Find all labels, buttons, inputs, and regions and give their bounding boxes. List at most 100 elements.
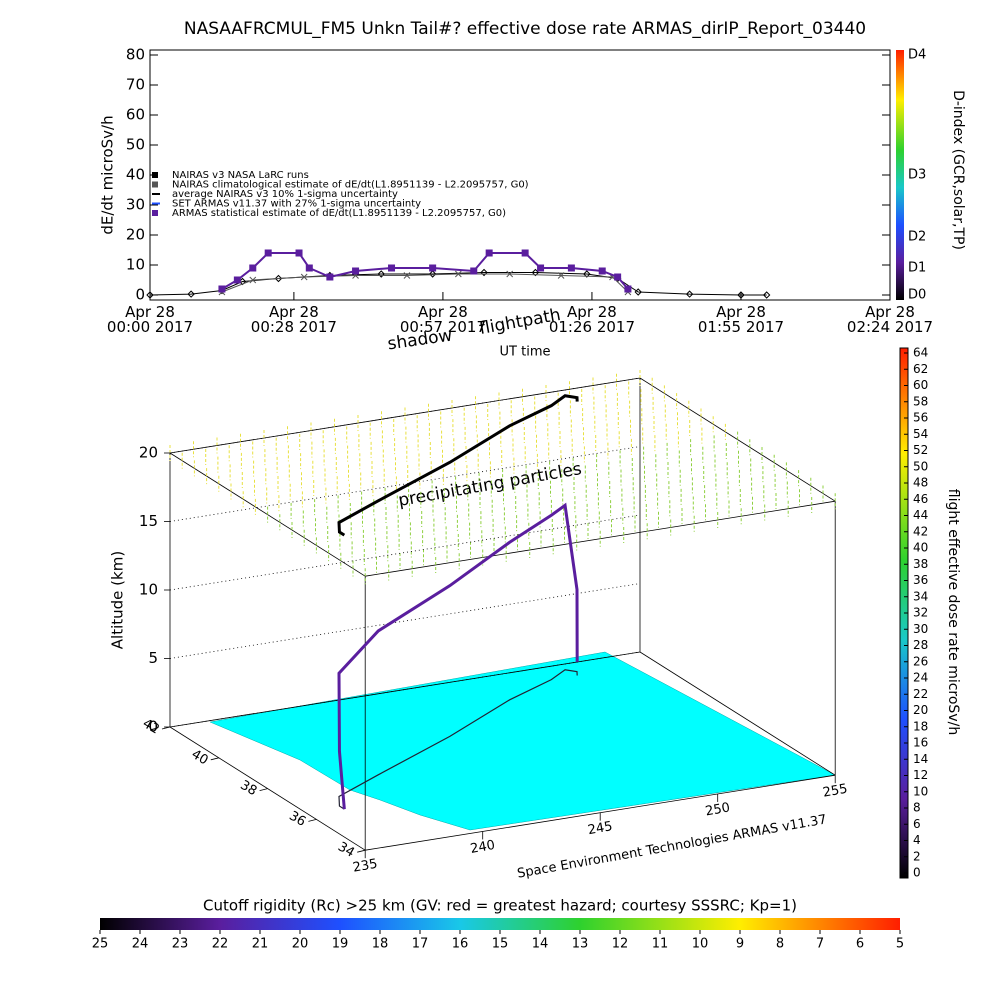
z-axis-label: Altitude (km) — [109, 551, 127, 649]
colorbar-tick-label: 40 — [913, 541, 928, 555]
lon-tick-label: 250 — [704, 800, 731, 819]
point — [614, 273, 622, 281]
y-tick-label: 80 — [126, 46, 145, 64]
colorbar-tick-label: 22 — [212, 937, 229, 952]
lat-tick — [357, 849, 366, 853]
colorbar-tick-label: 12 — [612, 937, 629, 952]
credit: Space Environment Technologies ARMAS v11… — [516, 812, 828, 881]
legend-marker — [152, 172, 158, 178]
grid-line — [169, 514, 641, 591]
point — [583, 270, 591, 278]
colorbar-tick-label: 62 — [913, 362, 928, 376]
grid-line — [169, 446, 641, 522]
colorbar-tick-label: D2 — [908, 230, 926, 245]
point — [521, 249, 529, 257]
point — [352, 267, 360, 275]
grid-line — [169, 651, 641, 728]
lon-tick-label: 255 — [822, 782, 849, 801]
legend-label: SET ARMAS v11.37 with 27% 1-sigma uncert… — [172, 199, 421, 210]
point — [428, 270, 437, 278]
y-tick-label: 30 — [126, 196, 145, 214]
lat-tick — [210, 757, 219, 761]
lat-tick-label: 36 — [286, 809, 308, 830]
point — [480, 268, 488, 277]
lat-tick-label: 34 — [335, 839, 357, 860]
colorbar-tick-label: 50 — [913, 459, 928, 473]
colorbar-tick-label: 56 — [913, 411, 928, 425]
point — [146, 291, 154, 299]
point — [305, 264, 313, 272]
point — [557, 272, 565, 279]
z-tick-label: 0 — [148, 718, 158, 736]
legend-label: NAIRAS v3 NASA LaRC runs — [172, 170, 309, 181]
colorbar-tick-label: 20 — [292, 937, 309, 952]
colorbar-tick-label: 14 — [532, 937, 549, 952]
grid-line — [169, 583, 641, 659]
colorbar-tick-label: 54 — [913, 427, 928, 441]
colorbar-tick-label: 6 — [913, 817, 921, 831]
lat-tick — [308, 819, 317, 822]
point — [326, 273, 334, 281]
x-tick-label: Apr 28 01:55 2017 — [697, 303, 785, 336]
z-tick-label: 5 — [148, 649, 158, 667]
point — [403, 272, 411, 279]
colorbar-tick-label: 20 — [913, 703, 928, 717]
series-line — [221, 252, 629, 290]
z-tick-label: 15 — [139, 512, 158, 530]
point — [737, 291, 745, 299]
z-tick-label: 20 — [139, 444, 158, 462]
colorbar-tick-label: 52 — [913, 443, 928, 457]
colorbar-tick-label: D3 — [908, 168, 926, 183]
lat-tick-label: 38 — [238, 778, 260, 799]
colorbar-tick-label: 23 — [172, 937, 189, 952]
point — [634, 288, 642, 296]
colorbar-tick-label: 4 — [913, 833, 921, 847]
legend-label: ARMAS statistical estimate of dE/dt(L1.8… — [172, 208, 506, 219]
legend-label: average NAIRAS v3 10% 1-sigma uncertaint… — [172, 189, 398, 200]
colorbar-tick-label: 8 — [776, 937, 784, 952]
colorbar-tick-label: 14 — [913, 752, 928, 766]
colorbar-tick-label: 46 — [913, 492, 928, 506]
colorbar-tick-label: 16 — [452, 937, 469, 952]
colorbar-tick-label: 0 — [913, 866, 921, 880]
point — [506, 270, 514, 278]
ground-track — [338, 669, 578, 810]
point — [218, 285, 226, 293]
point — [300, 273, 308, 281]
rigidity-colorbar — [100, 918, 900, 930]
x-tick-label: Apr 28 00:57 2017 — [399, 303, 486, 336]
colorbar-tick-label: D4 — [908, 48, 926, 63]
series-line — [149, 272, 767, 296]
colorbar-tick-label: 8 — [913, 801, 921, 815]
lon-tick-label: 235 — [352, 857, 379, 876]
point — [624, 285, 632, 293]
colorbar-title: Cutoff rigidity (Rc) >25 km (GV: red = g… — [203, 897, 797, 915]
point — [233, 276, 241, 284]
colorbar-tick-label: 24 — [132, 937, 149, 952]
d-index-colorbar — [896, 50, 904, 300]
colorbar-tick-label: 10 — [913, 784, 928, 798]
colorbar-tick-label: 21 — [252, 937, 269, 952]
y-tick-label: 40 — [126, 166, 145, 184]
colorbar-tick-label: 11 — [652, 937, 669, 952]
colorbar-tick-label: 16 — [913, 736, 928, 750]
colorbar-tick-label: 36 — [913, 573, 928, 587]
colorbar-tick-label: 6 — [856, 937, 864, 952]
colorbar-tick-label: 18 — [913, 719, 928, 733]
colorbar-tick-label: 9 — [736, 937, 744, 952]
lat-tick — [259, 788, 268, 791]
colorbar-label: D-index (GCR,solar,TP) — [950, 90, 966, 250]
colorbar-tick-label: 60 — [913, 378, 928, 392]
chart-title: NASAAFRCMUL_FM5 Unkn Tail#? effective do… — [184, 19, 866, 39]
lat-tick — [161, 726, 171, 730]
colorbar-tick-label: 17 — [412, 937, 429, 952]
point — [388, 264, 396, 272]
grid-line — [169, 377, 641, 454]
y-tick-label: 50 — [126, 136, 145, 154]
point — [295, 249, 303, 257]
colorbar-tick-label: 19 — [332, 937, 349, 952]
x-tick-label: Apr 28 01:26 2017 — [548, 303, 636, 336]
point — [762, 291, 771, 299]
x-tick-label: Apr 28 02:24 2017 — [846, 303, 934, 336]
